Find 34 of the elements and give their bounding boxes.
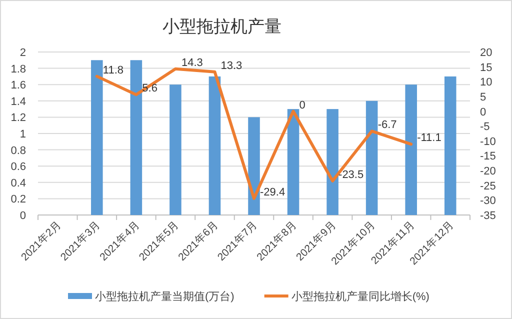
ytick: 0.4 — [10, 177, 26, 190]
y2tick: -25 — [480, 180, 496, 192]
ytick: 0 — [20, 210, 26, 222]
ytick: 1.2 — [10, 112, 26, 124]
data-label: -6.7 — [378, 119, 397, 132]
data-label: -11.1 — [417, 132, 442, 144]
legend-label: 小型拖拉机产量同比增长(%) — [291, 291, 430, 303]
y2tick: 0 — [480, 106, 486, 118]
y2tick: -15 — [480, 150, 496, 163]
y2tick: -35 — [480, 210, 496, 222]
y2tick: -10 — [480, 136, 496, 148]
y2tick: -20 — [480, 166, 496, 178]
ytick: 1.8 — [10, 63, 26, 76]
data-label: -23.5 — [338, 168, 364, 181]
data-label: 13.3 — [220, 60, 242, 72]
ytick: 0.6 — [10, 161, 26, 174]
ytick: 0.2 — [10, 194, 26, 206]
title: 小型拖拉机产量 — [162, 17, 282, 36]
data-label: -29.4 — [260, 186, 286, 198]
y2tick: 20 — [480, 47, 492, 59]
ytick: 2 — [20, 47, 26, 59]
data-label: 14.3 — [181, 56, 203, 69]
legend-label: 小型拖拉机产量当期值(万台) — [95, 291, 234, 303]
ytick: 1 — [20, 128, 26, 140]
y2tick: -30 — [480, 195, 496, 208]
ytick: 1.6 — [10, 80, 26, 92]
y2tick: 5 — [480, 91, 486, 104]
data-label: 11.8 — [102, 64, 124, 76]
ytick: 0.8 — [10, 144, 26, 157]
y2tick: -5 — [480, 121, 490, 134]
data-label: 0 — [299, 99, 306, 112]
y2tick: 10 — [480, 76, 492, 89]
ytick: 1.4 — [10, 96, 26, 108]
y2tick: 15 — [480, 62, 492, 74]
